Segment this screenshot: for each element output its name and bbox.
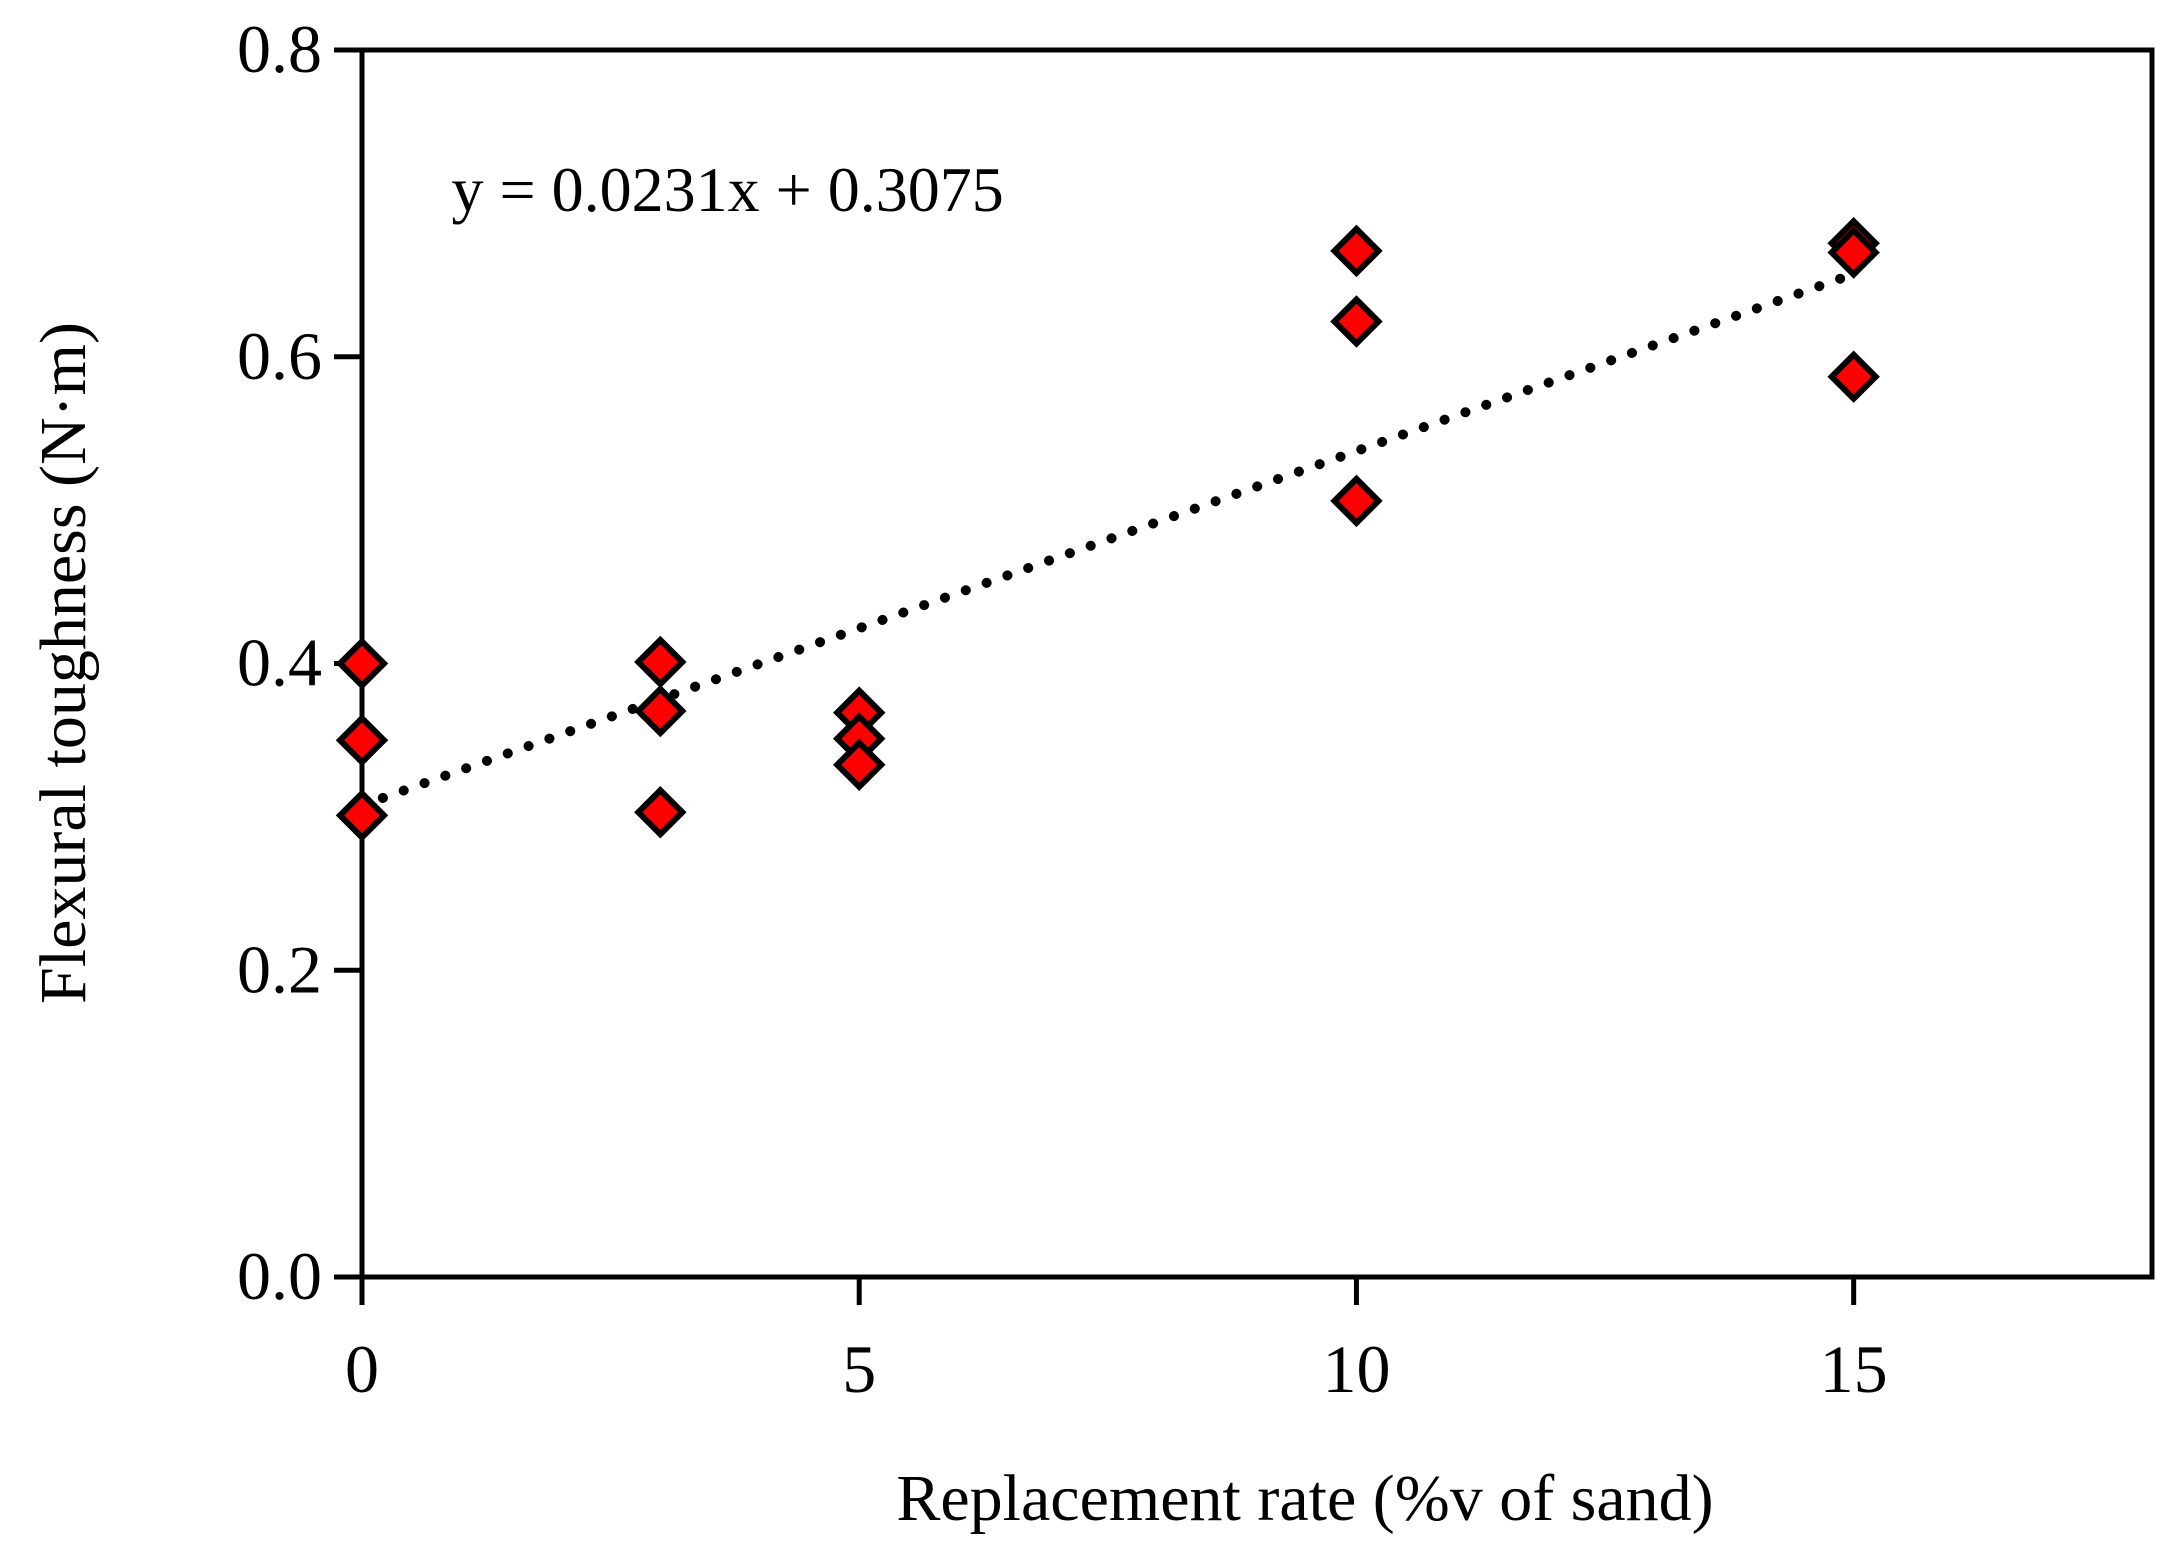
x-tick-label: 10 [1322,1331,1390,1407]
data-point [1330,295,1383,348]
y-tick-label: 0.0 [237,1238,322,1314]
data-point [1330,474,1383,528]
x-axis: 0 5 10 15 [345,1277,1888,1407]
data-point [832,738,886,791]
y-axis: 0.0 0.2 0.4 0.6 0.8 [237,11,362,1314]
annotations: y = 0.0231x + 0.3075 [452,154,1004,225]
trendline-equation: y = 0.0231x + 0.3075 [452,154,1004,225]
data-point [1827,350,1880,403]
y-tick-label: 0.4 [237,625,322,701]
data-point [634,684,687,738]
data-point [1827,226,1880,279]
trendline-layer [357,268,1859,811]
x-axis-title: Replacement rate (%v of sand) [896,1462,1713,1535]
y-tick-label: 0.2 [237,931,322,1007]
x-tick-label: 5 [842,1331,876,1407]
data-point [634,635,687,689]
data-point [335,637,389,690]
y-axis-title: Flexural toughness (N·m) [27,322,100,1004]
plot-area [359,47,2155,1280]
y-tick-label: 0.8 [237,11,322,87]
data-point [634,786,687,839]
data-point [1330,224,1383,278]
data-point [335,713,389,767]
x-tick-label: 15 [1820,1331,1888,1407]
data-points [335,217,1880,842]
x-tick-label: 0 [345,1331,379,1407]
y-tick-label: 0.6 [237,318,322,394]
data-point [335,789,389,842]
trendline [357,268,1859,811]
